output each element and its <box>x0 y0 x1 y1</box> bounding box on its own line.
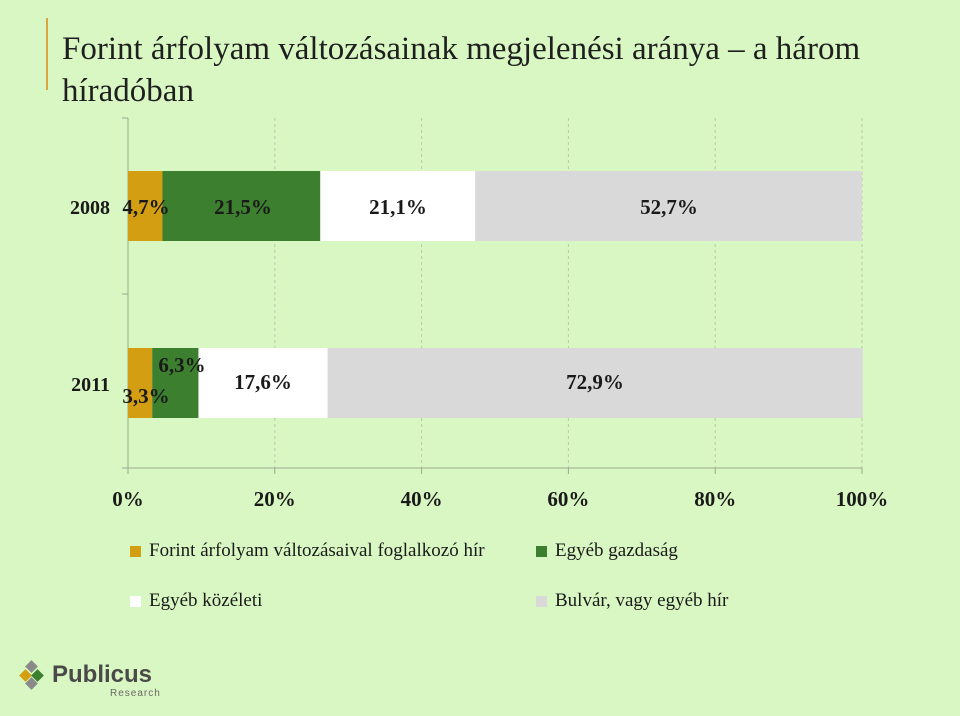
data-label: 3,3% <box>122 384 169 408</box>
legend-entry: Forint árfolyam változásaival foglalkozó… <box>130 540 536 562</box>
chart-legend: Forint árfolyam változásaival foglalkozó… <box>130 540 890 612</box>
bar-segment <box>198 348 328 418</box>
legend-swatch <box>130 545 141 557</box>
legend-label: Forint árfolyam változásaival foglalkozó… <box>149 540 485 561</box>
legend-swatch <box>536 595 547 607</box>
logo-name: Publicus <box>52 661 153 688</box>
data-label: 4,7% <box>122 195 169 219</box>
category-label: 2011 <box>71 374 110 396</box>
x-tick-label: 20% <box>254 487 296 511</box>
legend-swatch <box>130 595 141 607</box>
bar-segment <box>128 348 153 418</box>
legend-label: Bulvár, vagy egyéb hír <box>555 590 729 611</box>
data-label: 6,3% <box>158 353 205 377</box>
page-title: Forint árfolyam változásainak megjelenés… <box>62 31 861 109</box>
data-label: 21,1% <box>369 195 427 219</box>
diamond-logo-icon <box>19 660 44 690</box>
stacked-bar-chart: 0% 20% 40% 60% 80% 100% 2008 2011 4,7% 21,5% 21,1%… <box>70 117 889 511</box>
title-accent-line <box>46 18 48 90</box>
data-label: 72,9% <box>566 370 624 394</box>
legend-label: Egyéb gazdaság <box>555 540 678 561</box>
bar-segment <box>320 171 476 241</box>
bar-segment <box>128 171 163 241</box>
data-label: 21,5% <box>214 195 272 219</box>
x-tick-label: 40% <box>401 487 443 511</box>
legend-entry: Bulvár, vagy egyéb hír <box>536 590 866 612</box>
x-tick-label: 60% <box>547 487 589 511</box>
bar-segment <box>327 348 863 418</box>
x-tick-label: 100% <box>836 487 889 511</box>
legend-entry: Egyéb közéleti <box>130 590 536 612</box>
legend-entry: Egyéb gazdaság <box>536 540 866 562</box>
bar-segment <box>162 171 321 241</box>
legend-swatch <box>536 545 547 557</box>
bar-segment <box>152 348 199 418</box>
x-tick-label: 0% <box>112 487 144 511</box>
data-label: 52,7% <box>640 195 698 219</box>
category-label: 2008 <box>70 197 110 219</box>
legend-label: Egyéb közéleti <box>149 590 263 611</box>
logo-subtitle: Research <box>110 688 161 699</box>
bar-segment <box>475 171 862 241</box>
x-tick-label: 80% <box>694 487 736 511</box>
data-label: 17,6% <box>234 370 292 394</box>
publicus-logo: Publicus Research <box>18 660 160 699</box>
